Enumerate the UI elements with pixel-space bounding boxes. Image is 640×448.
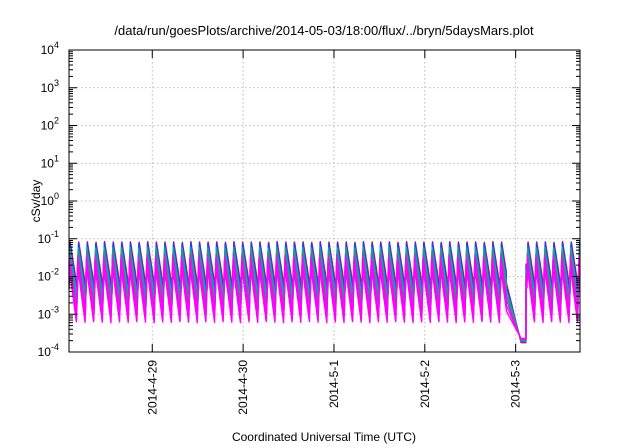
y-ticks: 10-4 10-3 10-2 10-1 100 101 102 103 104 bbox=[38, 40, 580, 359]
y-tick-label: 102 bbox=[41, 116, 59, 133]
y-tick-label: 10-4 bbox=[38, 342, 59, 359]
y-axis-label: cSv/day bbox=[29, 180, 43, 223]
x-tick-label: 2014-4-29 bbox=[145, 360, 159, 415]
y-tick-label: 101 bbox=[41, 153, 59, 170]
y-tick-label: 100 bbox=[41, 191, 59, 208]
series-group bbox=[68, 240, 581, 344]
y-tick-label: 10-3 bbox=[38, 304, 59, 321]
chart-title: /data/run/goesPlots/archive/2014-05-03/1… bbox=[114, 23, 534, 38]
x-tick-label: 2014-5-1 bbox=[327, 360, 341, 408]
x-axis-label: Coordinated Universal Time (UTC) bbox=[232, 430, 416, 444]
x-tick-label: 2014-5-2 bbox=[418, 360, 432, 408]
series-line bbox=[68, 264, 581, 340]
y-tick-label: 10-2 bbox=[38, 267, 59, 284]
x-tick-label: 2014-5-3 bbox=[509, 360, 523, 408]
x-tick-label: 2014-4-30 bbox=[236, 360, 250, 415]
x-ticks: 2014-4-29 2014-4-30 2014-5-1 2014-5-2 2014-5… bbox=[145, 50, 523, 415]
y-tick-label: 104 bbox=[41, 40, 59, 57]
y-tick-label: 103 bbox=[41, 78, 59, 95]
y-tick-label: 10-1 bbox=[38, 229, 59, 246]
